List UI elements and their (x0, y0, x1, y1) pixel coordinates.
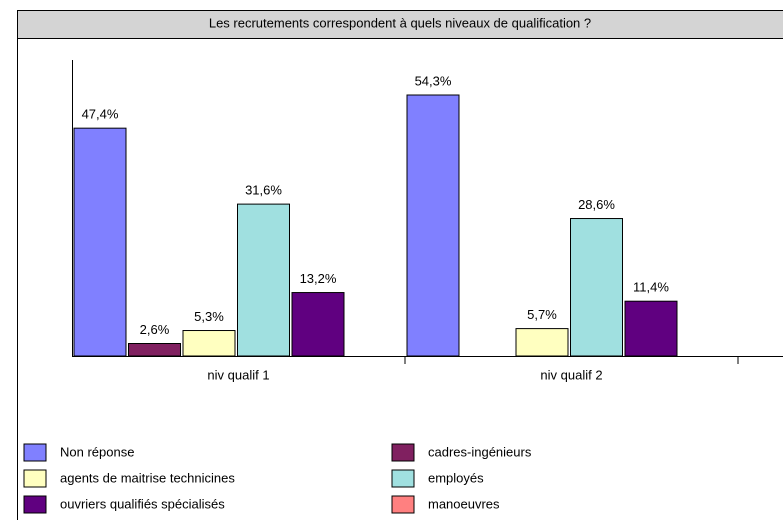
legend-swatch (391, 469, 415, 488)
chart-frame (17, 10, 783, 520)
legend-swatch (391, 443, 415, 462)
data-label: 2,6% (140, 322, 170, 337)
data-label: 54,3% (415, 73, 452, 88)
data-label: 31,6% (245, 183, 282, 198)
bar (624, 300, 678, 357)
legend-swatch (391, 495, 415, 514)
data-label: 28,6% (578, 197, 615, 212)
data-label: 11,4% (633, 280, 669, 295)
bar (570, 218, 623, 357)
title-bar (17, 10, 783, 39)
bar (237, 203, 290, 357)
legend-label: cadres-ingénieurs (428, 444, 532, 459)
chart-title: Les recrutements correspondent à quels n… (209, 15, 591, 30)
x-tick-label: niv qualif 2 (540, 367, 602, 382)
legend-label: agents de maitrise technicines (60, 470, 235, 485)
legend-swatch (23, 495, 47, 514)
legend-swatch (23, 469, 47, 488)
bar (128, 343, 181, 357)
bar (406, 94, 460, 357)
legend-swatch (23, 443, 47, 462)
legend-label: ouvriers qualifiés spécialisés (60, 496, 225, 511)
bar (182, 330, 236, 357)
legend-label: Non réponse (60, 444, 134, 459)
data-label: 47,4% (82, 107, 119, 122)
bar (73, 127, 127, 357)
data-label: 5,7% (527, 307, 557, 322)
bar (515, 328, 569, 357)
data-label: 13,2% (300, 271, 337, 286)
legend-label: employés (428, 470, 484, 485)
bar (291, 292, 345, 357)
legend-label: manoeuvres (428, 496, 500, 511)
x-tick-label: niv qualif 1 (207, 367, 269, 382)
data-label: 5,3% (194, 309, 224, 324)
